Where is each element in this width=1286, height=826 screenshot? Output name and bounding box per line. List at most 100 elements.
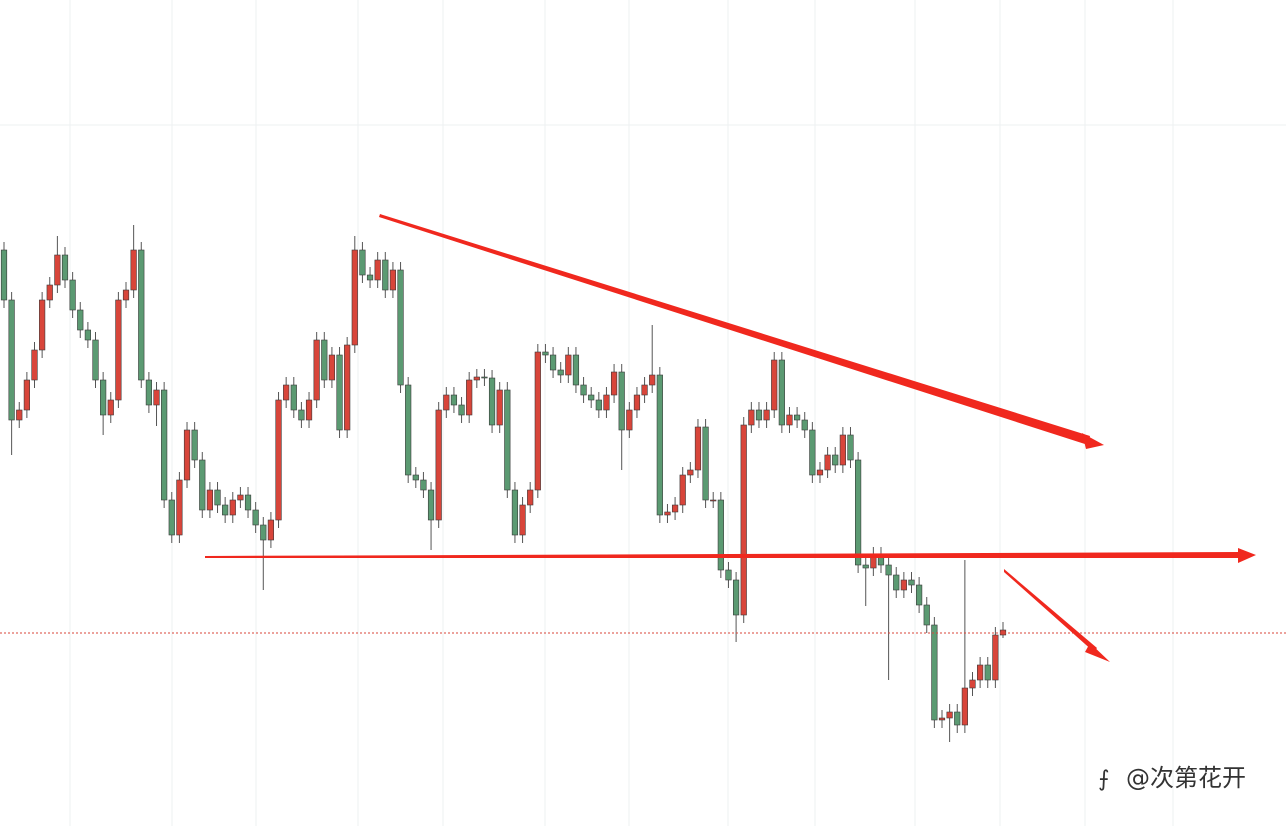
candle-body — [793, 414, 801, 421]
candle-body — [649, 374, 656, 386]
candle-body — [313, 339, 320, 401]
candle-body — [16, 409, 23, 421]
candle-body — [595, 399, 602, 411]
candle-body — [527, 489, 534, 506]
candle-body — [283, 384, 290, 401]
candle-body — [427, 489, 435, 521]
candle-body — [816, 469, 824, 476]
candle-body — [572, 354, 580, 386]
candle-body — [237, 494, 244, 501]
candle-body — [641, 384, 648, 396]
candle-body — [687, 469, 694, 476]
candle-body — [145, 379, 152, 406]
candle-body — [366, 274, 374, 281]
candle-body — [481, 376, 488, 379]
candle-body — [168, 499, 175, 536]
trend-lines — [205, 214, 1256, 662]
candle-body — [916, 584, 923, 606]
candle-body — [153, 389, 160, 406]
candle-body — [176, 479, 183, 536]
candle-body — [862, 564, 869, 569]
candle-body — [191, 429, 198, 461]
candle-body — [603, 394, 610, 411]
candle-body — [374, 259, 381, 281]
candle-body — [244, 494, 252, 511]
candle-body — [824, 454, 831, 471]
candle-body — [77, 309, 84, 331]
candle-body — [908, 579, 915, 586]
candle-body — [69, 279, 76, 311]
candle-body — [656, 374, 663, 516]
candle-body — [466, 379, 473, 416]
candle-body — [954, 711, 961, 726]
arrow-head — [1085, 643, 1110, 662]
candle-body — [534, 351, 541, 491]
candle-body — [740, 424, 747, 616]
arrow-head — [1238, 548, 1256, 563]
candle-body — [694, 426, 702, 471]
candle-body — [130, 249, 137, 291]
candle-body — [549, 354, 557, 371]
candle-body — [580, 384, 587, 396]
candle-body — [122, 289, 130, 301]
candle-body — [115, 299, 122, 401]
candle-body — [260, 524, 267, 541]
candle-body — [23, 379, 30, 411]
candle-body — [61, 254, 69, 281]
candle-body — [671, 504, 679, 513]
candle-body — [267, 519, 275, 541]
candle-body — [748, 409, 755, 426]
candle-body — [763, 409, 770, 421]
candle-body — [328, 354, 336, 381]
candle-body — [443, 394, 450, 411]
trend-line — [1004, 569, 1097, 652]
candle-body — [161, 389, 168, 501]
candle-body — [359, 249, 366, 276]
candle-body — [732, 579, 740, 616]
candle-body — [900, 579, 907, 591]
watermark-icon: ⨍ — [1098, 767, 1109, 792]
candle-body — [397, 269, 404, 386]
candle-body — [100, 379, 107, 416]
candle-body — [382, 259, 389, 291]
candle-body — [31, 349, 38, 381]
candle-body — [229, 499, 236, 516]
candle-body — [206, 489, 214, 511]
candle-body — [984, 664, 991, 681]
candle-body — [557, 369, 564, 376]
candle-body — [778, 359, 785, 426]
candle-body — [107, 399, 114, 416]
candle-body — [977, 664, 984, 681]
trend-line — [205, 552, 1240, 558]
candle-body — [893, 574, 900, 591]
candle-body — [344, 344, 351, 431]
candle-body — [488, 377, 496, 426]
candle-body — [946, 711, 953, 719]
candle-body — [885, 564, 892, 576]
candle-body — [351, 249, 358, 346]
candle-body — [412, 474, 419, 481]
candle-body — [542, 351, 549, 356]
candle-body — [92, 339, 99, 381]
candle-body — [664, 511, 671, 516]
candle-body — [992, 634, 999, 681]
candle-body — [8, 299, 15, 421]
candle-body — [961, 687, 968, 726]
candle-body — [565, 354, 572, 376]
candle-body — [710, 499, 717, 502]
candles — [0, 225, 1007, 742]
candle-body — [252, 509, 259, 526]
candle-body — [626, 409, 633, 431]
candle-body — [847, 434, 854, 461]
candle-body — [755, 409, 763, 421]
candle-body — [725, 569, 732, 581]
candle-body — [405, 384, 412, 476]
candle-body — [84, 329, 91, 341]
candle-body — [473, 376, 480, 381]
candle-body — [610, 371, 618, 396]
candle-body — [138, 249, 145, 381]
candle-body — [458, 404, 465, 416]
candle-body — [702, 426, 709, 501]
